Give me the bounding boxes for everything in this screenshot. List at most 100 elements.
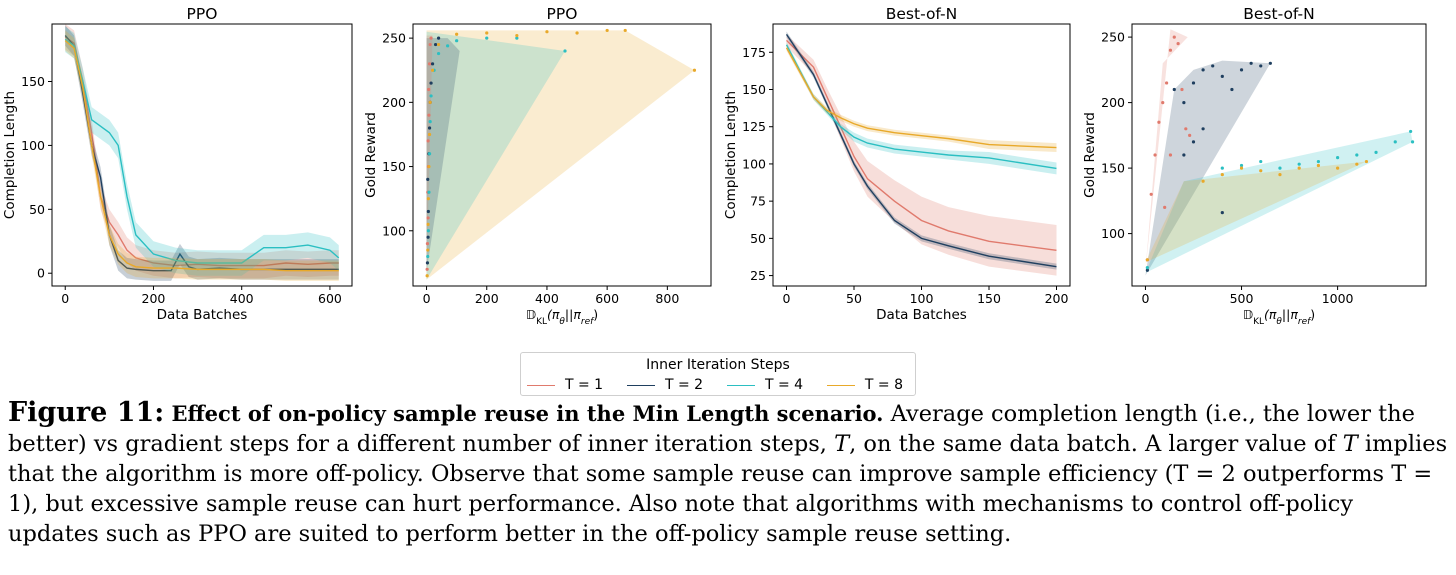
y-tick-label: 100 <box>742 156 766 171</box>
legend-label-t4: T = 4 <box>764 377 804 393</box>
band-T1 <box>65 24 339 279</box>
x-axis-label-part: ||π <box>565 307 581 322</box>
legend-label-t8: T = 8 <box>864 377 903 393</box>
point-T4-5 <box>429 94 433 98</box>
point-T2-3 <box>426 177 430 182</box>
point-T2-7 <box>429 81 433 85</box>
caption-text-3: implies that the algorithm is more off-p… <box>8 431 1448 547</box>
point-T4-11 <box>1409 129 1413 134</box>
plot-area <box>785 31 1057 276</box>
point-T1-11 <box>1188 133 1192 137</box>
point-T1-12 <box>1163 205 1167 209</box>
point-T2-0 <box>425 261 430 265</box>
line-T8 <box>64 40 339 272</box>
point-T4-8 <box>446 44 450 48</box>
x-tick-label: 0 <box>1141 291 1149 306</box>
point-T1-5 <box>1164 81 1169 85</box>
y-tick-label: 50 <box>29 202 45 217</box>
point-T1-8 <box>1176 42 1180 46</box>
panel-title: PPO <box>547 5 578 23</box>
legend-entries: T = 1 T = 2 T = 4 T = 8 <box>527 377 909 393</box>
point-T4-3 <box>427 152 432 156</box>
point-T4-4 <box>1278 166 1282 170</box>
y-tick-label: 100 <box>21 138 45 153</box>
y-axis-label: Gold Reward <box>363 112 379 198</box>
caption-text-1: Average completion length (i.e., the low… <box>8 401 1415 457</box>
point-T8-11 <box>515 33 519 38</box>
x-tick-label: 50 <box>846 291 862 306</box>
legend-swatch-t4 <box>726 384 755 386</box>
panel-title: PPO <box>187 5 218 23</box>
x-tick-label: 150 <box>977 291 1001 306</box>
band-T1 <box>786 34 1057 276</box>
point-T4-4 <box>428 120 432 124</box>
point-T4-12 <box>563 49 567 53</box>
point-T4-11 <box>515 36 519 40</box>
x-axis-label-part: ref <box>1298 317 1312 327</box>
point-T8-2 <box>426 222 430 226</box>
x-axis-label-part: KL <box>1253 317 1264 327</box>
x-axis-label: Data Batches <box>157 307 248 323</box>
point-T1-3 <box>1157 120 1161 124</box>
x-axis-label: Data Batches <box>876 307 967 323</box>
y-tick-label: 250 <box>382 31 406 46</box>
hull-T2 <box>1145 60 1271 276</box>
x-axis-label: 𝔻KL(πθ||πref) <box>526 307 598 327</box>
point-T8-9 <box>455 32 459 36</box>
point-T8-6 <box>428 100 432 104</box>
point-T8-10 <box>485 31 489 35</box>
band-T8 <box>786 44 1057 153</box>
panel-title: Best-of-N <box>886 5 957 23</box>
y-tick-label: 200 <box>1101 95 1125 110</box>
x-tick-label: 400 <box>230 291 254 306</box>
y-tick-label: 150 <box>382 159 406 174</box>
y-tick-label: 25 <box>750 268 766 283</box>
band-T4 <box>65 26 339 276</box>
y-axis-label: Completion Length <box>2 91 18 219</box>
point-T8-12 <box>545 30 549 34</box>
point-T1-4 <box>1161 101 1165 105</box>
point-T8-10 <box>1364 159 1369 164</box>
caption-figure-label: Figure 11: <box>8 397 165 428</box>
x-tick-label: 600 <box>595 291 619 306</box>
point-T4-2 <box>427 190 431 194</box>
point-T2-13 <box>1191 140 1196 144</box>
line-T2 <box>785 34 1057 268</box>
point-T4-1 <box>1220 166 1224 170</box>
y-tick-label: 125 <box>742 119 766 134</box>
point-T2-1 <box>426 235 430 239</box>
x-tick-label: 0 <box>423 291 431 306</box>
point-T4-0 <box>1145 266 1149 270</box>
plot-area <box>1145 29 1415 276</box>
y-tick-label: 100 <box>382 223 406 238</box>
point-T2-8 <box>430 62 435 66</box>
point-T2-4 <box>1201 68 1205 72</box>
point-T8-16 <box>692 68 697 72</box>
x-tick-label: 600 <box>318 291 342 306</box>
x-axis-label-part: 𝔻 <box>526 307 536 322</box>
y-tick-label: 250 <box>1101 30 1125 45</box>
point-T2-0 <box>1145 268 1149 272</box>
point-T2-15 <box>1220 211 1224 215</box>
hull-T2 <box>426 38 460 272</box>
caption-bold-title: Effect of on-policy sample reuse in the … <box>171 401 884 426</box>
point-T1-0 <box>425 267 429 271</box>
y-tick-label: 200 <box>382 95 406 110</box>
point-T4-1 <box>426 229 430 233</box>
line-T1 <box>786 39 1057 251</box>
point-T8-0 <box>425 274 429 278</box>
point-T2-3 <box>1191 81 1196 85</box>
point-T8-5 <box>1278 173 1282 177</box>
point-T8-3 <box>1239 166 1244 170</box>
point-T2-9 <box>433 42 438 47</box>
y-tick-label: 0 <box>37 266 45 281</box>
x-axis-label-part: ) <box>1310 307 1315 322</box>
legend-label-t1: T = 1 <box>565 377 604 393</box>
point-T4-8 <box>1355 153 1359 157</box>
legend-swatch-t1 <box>527 384 555 386</box>
point-T8-9 <box>1355 162 1359 166</box>
x-tick-label: 0 <box>783 291 791 306</box>
point-T2-5 <box>427 126 432 130</box>
point-T8-8 <box>1336 166 1340 170</box>
x-axis-label-part: ) <box>593 307 598 322</box>
